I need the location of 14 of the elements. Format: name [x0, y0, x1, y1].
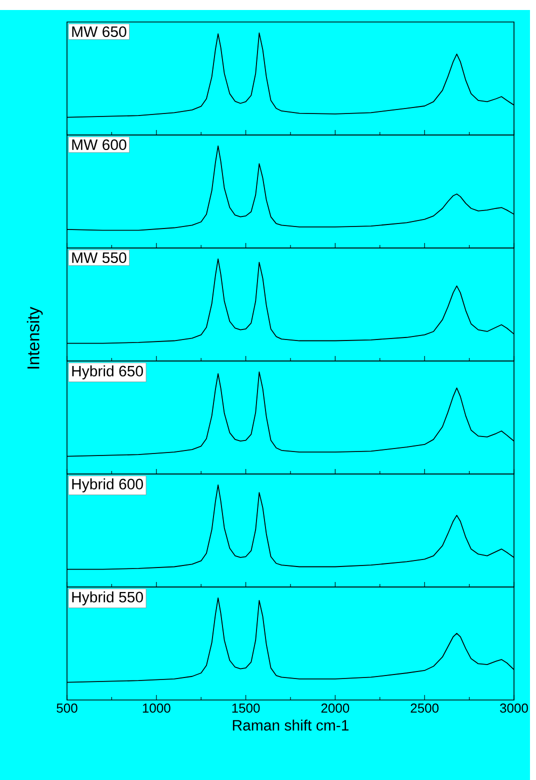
chart-title: Hybrid 650: [72, 365, 143, 380]
x-axis-title: Raman shift cm-1: [232, 720, 348, 731]
x-tick-label: 500: [56, 704, 78, 713]
x-tick-label: 2000: [321, 704, 350, 713]
chart-title: MW 600: [72, 139, 126, 150]
x-tick-label: 1000: [142, 704, 170, 713]
chart-title: MW 550: [72, 252, 126, 264]
y-axis-title: Intensity: [26, 306, 43, 368]
chart-title: Hybrid 550: [72, 591, 143, 606]
chart-title: MW 650: [72, 26, 126, 38]
x-tick-label: 1500: [232, 704, 260, 713]
chart-title: Hybrid 600: [72, 478, 143, 492]
x-tick-label: 3000: [500, 704, 528, 713]
x-tick-label: 2500: [410, 704, 439, 713]
